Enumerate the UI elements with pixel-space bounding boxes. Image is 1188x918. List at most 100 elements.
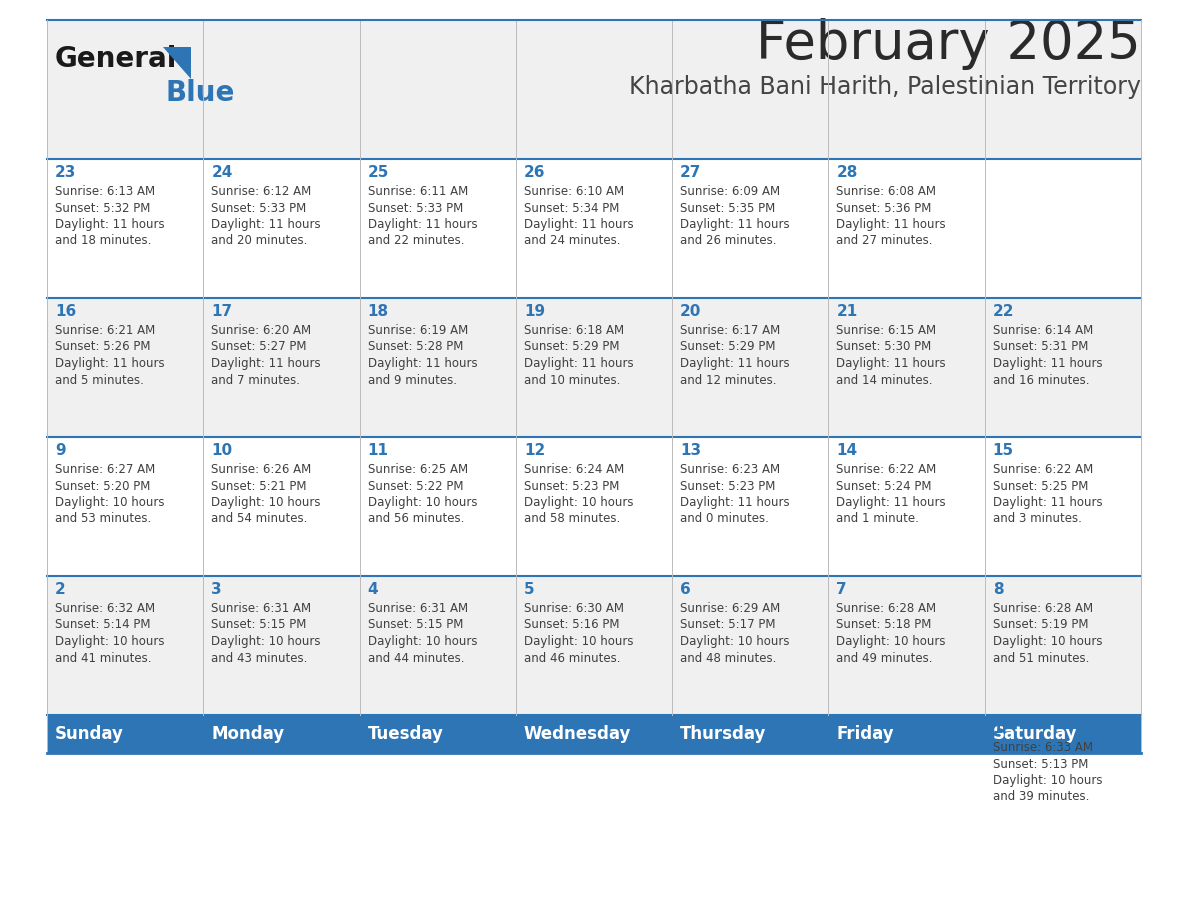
Text: Monday: Monday: [211, 725, 284, 743]
Text: 16: 16: [55, 304, 76, 319]
Text: and 9 minutes.: and 9 minutes.: [367, 374, 456, 386]
Text: and 44 minutes.: and 44 minutes.: [367, 652, 465, 665]
Text: and 24 minutes.: and 24 minutes.: [524, 234, 620, 248]
Text: and 48 minutes.: and 48 minutes.: [681, 652, 777, 665]
Text: and 58 minutes.: and 58 minutes.: [524, 512, 620, 525]
Text: and 12 minutes.: and 12 minutes.: [681, 374, 777, 386]
Text: Daylight: 10 hours: Daylight: 10 hours: [836, 635, 946, 648]
Text: and 3 minutes.: and 3 minutes.: [993, 512, 1081, 525]
Text: and 22 minutes.: and 22 minutes.: [367, 234, 465, 248]
Text: Sunset: 5:33 PM: Sunset: 5:33 PM: [367, 201, 463, 215]
Polygon shape: [163, 47, 191, 79]
Text: 6: 6: [681, 582, 691, 597]
Text: and 51 minutes.: and 51 minutes.: [993, 652, 1089, 665]
Text: Sunset: 5:36 PM: Sunset: 5:36 PM: [836, 201, 931, 215]
Text: Daylight: 11 hours: Daylight: 11 hours: [993, 496, 1102, 509]
Text: and 56 minutes.: and 56 minutes.: [367, 512, 465, 525]
Text: Sunrise: 6:23 AM: Sunrise: 6:23 AM: [681, 463, 781, 476]
Text: and 43 minutes.: and 43 minutes.: [211, 652, 308, 665]
Text: Sunrise: 6:10 AM: Sunrise: 6:10 AM: [524, 185, 624, 198]
Text: 28: 28: [836, 165, 858, 180]
Text: Sunset: 5:26 PM: Sunset: 5:26 PM: [55, 341, 151, 353]
Text: Sunset: 5:35 PM: Sunset: 5:35 PM: [681, 201, 776, 215]
Text: 9: 9: [55, 443, 65, 458]
Text: 15: 15: [993, 443, 1013, 458]
Text: Sunset: 5:17 PM: Sunset: 5:17 PM: [681, 619, 776, 632]
Text: and 10 minutes.: and 10 minutes.: [524, 374, 620, 386]
Text: Daylight: 11 hours: Daylight: 11 hours: [367, 357, 478, 370]
Text: 19: 19: [524, 304, 545, 319]
Text: Sunrise: 6:31 AM: Sunrise: 6:31 AM: [211, 602, 311, 615]
Text: 22: 22: [993, 304, 1015, 319]
Text: Daylight: 10 hours: Daylight: 10 hours: [367, 635, 478, 648]
Text: Kharbatha Bani Harith, Palestinian Territory: Kharbatha Bani Harith, Palestinian Terri…: [628, 75, 1140, 99]
Text: 26: 26: [524, 165, 545, 180]
Text: Sunrise: 6:29 AM: Sunrise: 6:29 AM: [681, 602, 781, 615]
Text: 18: 18: [367, 304, 388, 319]
Text: Saturday: Saturday: [993, 725, 1078, 743]
Text: Sunset: 5:21 PM: Sunset: 5:21 PM: [211, 479, 307, 492]
Text: Sunset: 5:33 PM: Sunset: 5:33 PM: [211, 201, 307, 215]
Text: Daylight: 11 hours: Daylight: 11 hours: [55, 357, 165, 370]
Text: Sunrise: 6:12 AM: Sunrise: 6:12 AM: [211, 185, 311, 198]
Text: Sunrise: 6:17 AM: Sunrise: 6:17 AM: [681, 324, 781, 337]
Text: 2: 2: [55, 582, 65, 597]
Text: Blue: Blue: [165, 79, 234, 107]
Text: and 18 minutes.: and 18 minutes.: [55, 234, 151, 248]
Text: 21: 21: [836, 304, 858, 319]
Text: Sunrise: 6:18 AM: Sunrise: 6:18 AM: [524, 324, 624, 337]
Text: 5: 5: [524, 582, 535, 597]
Text: Daylight: 11 hours: Daylight: 11 hours: [211, 357, 321, 370]
Text: Sunrise: 6:14 AM: Sunrise: 6:14 AM: [993, 324, 1093, 337]
Text: 13: 13: [681, 443, 701, 458]
Text: and 26 minutes.: and 26 minutes.: [681, 234, 777, 248]
Bar: [48, 20, 1140, 159]
Text: 23: 23: [55, 165, 76, 180]
Text: Daylight: 10 hours: Daylight: 10 hours: [55, 635, 164, 648]
Text: Sunrise: 6:22 AM: Sunrise: 6:22 AM: [993, 463, 1093, 476]
Text: Sunrise: 6:26 AM: Sunrise: 6:26 AM: [211, 463, 311, 476]
Text: Daylight: 11 hours: Daylight: 11 hours: [524, 357, 633, 370]
Text: and 54 minutes.: and 54 minutes.: [211, 512, 308, 525]
Text: 14: 14: [836, 443, 858, 458]
Text: and 39 minutes.: and 39 minutes.: [993, 790, 1089, 803]
Text: Sunset: 5:25 PM: Sunset: 5:25 PM: [993, 479, 1088, 492]
Text: and 0 minutes.: and 0 minutes.: [681, 512, 769, 525]
Text: Daylight: 10 hours: Daylight: 10 hours: [681, 635, 790, 648]
Text: 20: 20: [681, 304, 702, 319]
Text: 10: 10: [211, 443, 233, 458]
Text: Daylight: 11 hours: Daylight: 11 hours: [836, 496, 946, 509]
Text: Sunset: 5:30 PM: Sunset: 5:30 PM: [836, 341, 931, 353]
Text: Sunrise: 6:27 AM: Sunrise: 6:27 AM: [55, 463, 156, 476]
Text: Sunset: 5:20 PM: Sunset: 5:20 PM: [55, 479, 151, 492]
Text: and 49 minutes.: and 49 minutes.: [836, 652, 933, 665]
Bar: [48, 437, 1140, 576]
Text: Sunrise: 6:33 AM: Sunrise: 6:33 AM: [993, 741, 1093, 754]
Text: Daylight: 11 hours: Daylight: 11 hours: [211, 218, 321, 231]
Text: Tuesday: Tuesday: [367, 725, 443, 743]
Text: 7: 7: [836, 582, 847, 597]
Text: Sunrise: 6:31 AM: Sunrise: 6:31 AM: [367, 602, 468, 615]
Text: Sunrise: 6:13 AM: Sunrise: 6:13 AM: [55, 185, 156, 198]
Text: Daylight: 10 hours: Daylight: 10 hours: [993, 774, 1102, 787]
Text: Sunrise: 6:28 AM: Sunrise: 6:28 AM: [993, 602, 1093, 615]
Text: and 5 minutes.: and 5 minutes.: [55, 374, 144, 386]
Bar: [48, 576, 1140, 715]
Text: Friday: Friday: [836, 725, 895, 743]
Text: and 7 minutes.: and 7 minutes.: [211, 374, 301, 386]
Text: Sunday: Sunday: [55, 725, 124, 743]
Text: Daylight: 10 hours: Daylight: 10 hours: [211, 496, 321, 509]
Text: and 16 minutes.: and 16 minutes.: [993, 374, 1089, 386]
Text: Sunset: 5:29 PM: Sunset: 5:29 PM: [681, 341, 776, 353]
Text: Sunset: 5:32 PM: Sunset: 5:32 PM: [55, 201, 151, 215]
Text: Sunrise: 6:15 AM: Sunrise: 6:15 AM: [836, 324, 936, 337]
Text: Sunset: 5:13 PM: Sunset: 5:13 PM: [993, 757, 1088, 770]
Text: Daylight: 10 hours: Daylight: 10 hours: [524, 496, 633, 509]
Text: and 27 minutes.: and 27 minutes.: [836, 234, 933, 248]
Text: and 14 minutes.: and 14 minutes.: [836, 374, 933, 386]
Text: Sunrise: 6:28 AM: Sunrise: 6:28 AM: [836, 602, 936, 615]
Text: February 2025: February 2025: [757, 18, 1140, 70]
Text: 17: 17: [211, 304, 233, 319]
Text: Sunset: 5:14 PM: Sunset: 5:14 PM: [55, 619, 151, 632]
Text: Daylight: 11 hours: Daylight: 11 hours: [681, 218, 790, 231]
